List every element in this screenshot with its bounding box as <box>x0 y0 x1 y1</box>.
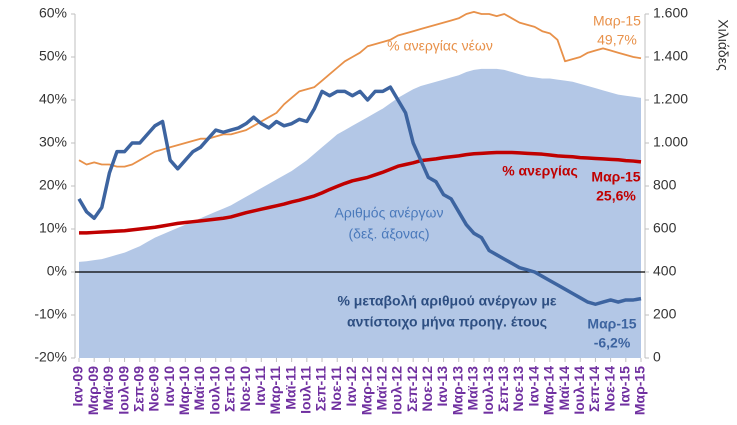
y2-tick-label: 1.200 <box>653 91 688 107</box>
end-label: Μαρ-15 <box>593 13 641 29</box>
x-tick-label: Σεπ-09 <box>130 366 146 412</box>
x-tick-label: Νοε-14 <box>601 366 617 412</box>
x-tick-label: Μαϊ-09 <box>100 366 116 411</box>
x-tick-label: Ιουλ-14 <box>571 366 587 415</box>
line <box>79 150 642 235</box>
end-label: 49,7% <box>597 32 637 48</box>
x-tick-label: Μαϊ-10 <box>191 366 207 411</box>
x-tick-label: Ιαν-10 <box>161 366 177 407</box>
x-tick-label: Σεπ-13 <box>495 366 511 412</box>
x-tick-label: Μαρ-10 <box>176 366 192 415</box>
y2-tick-label: 800 <box>653 177 677 193</box>
x-tick-label: Μαρ-15 <box>632 366 648 415</box>
y-tick-label: 0% <box>47 263 67 279</box>
y-tick-label: 60% <box>39 5 67 21</box>
x-tick-label: Ιουλ-09 <box>115 366 131 415</box>
x-tick-label: Νοε-11 <box>328 366 344 411</box>
y-tick-label: 40% <box>39 91 67 107</box>
y2-tick-label: 1.400 <box>653 48 688 64</box>
x-tick-label: Σεπ-14 <box>586 366 602 412</box>
series-label: % ανεργίας νέων <box>387 38 493 54</box>
line <box>77 85 642 306</box>
series-label: Αριθμός ανέργων <box>335 205 444 221</box>
area <box>79 68 641 358</box>
series-label: % μεταβολή αριθμού ανέργων με <box>337 293 556 309</box>
x-tick-label: Μαϊ-14 <box>556 366 572 411</box>
x-tick-label: Ιουλ-10 <box>206 366 222 415</box>
x-tick-label: Νοε-10 <box>237 366 253 412</box>
x-tick-label: Σεπ-10 <box>222 366 238 412</box>
y2-tick-label: 200 <box>653 306 677 322</box>
x-tick-label: Νοε-13 <box>510 366 526 412</box>
line <box>78 10 642 168</box>
x-tick-label: Ιαν-11 <box>252 366 268 406</box>
x-tick-label: Ιαν-12 <box>343 366 359 407</box>
x-tick-label: Μαρ-13 <box>449 366 465 415</box>
y2-tick-label: 1.000 <box>653 134 688 150</box>
y-tick-label: 20% <box>39 177 67 193</box>
end-label: -6,2% <box>594 335 631 351</box>
x-tick-label: Ιουλ-11 <box>298 366 314 414</box>
y2-tick-label: 1.600 <box>653 5 688 21</box>
x-tick-label: Σεπ-12 <box>404 366 420 412</box>
y2-tick-label: 400 <box>653 263 677 279</box>
end-label: Μαρ-15 <box>591 169 640 185</box>
x-tick-label: Ιουλ-12 <box>389 366 405 415</box>
y2-tick-label: 0 <box>653 349 661 365</box>
end-label: Μαρ-15 <box>587 316 636 332</box>
x-tick-label: Ιουλ-13 <box>480 366 496 415</box>
x-tick-label: Μαϊ-12 <box>373 366 389 411</box>
x-tick-label: Ιαν-14 <box>525 366 541 407</box>
y-tick-label: 10% <box>39 220 67 236</box>
series-label: αντίστοιχο μήνα προηγ. έτους <box>347 314 547 330</box>
series-label: % ανεργίας <box>502 163 578 179</box>
x-tick-label: Μαρ-09 <box>85 366 101 415</box>
x-tick-label: Μαϊ-11 <box>282 366 298 410</box>
series-label: (δεξ. άξονας) <box>348 226 429 242</box>
y-tick-label: -20% <box>34 349 67 365</box>
x-tick-label: Νοε-12 <box>419 366 435 412</box>
x-tick-label: Νοε-09 <box>146 366 162 412</box>
y-tick-label: 50% <box>39 48 67 64</box>
x-tick-label: Μαρ-12 <box>358 366 374 415</box>
y2-tick-label: 600 <box>653 220 677 236</box>
x-tick-label: Μαρ-11 <box>267 366 283 415</box>
x-tick-label: Ιαν-15 <box>617 366 633 407</box>
y-tick-label: -10% <box>34 306 67 322</box>
x-tick-label: Ιαν-09 <box>70 366 86 407</box>
x-tick-label: Μαϊ-13 <box>465 366 481 411</box>
y2-axis-title: Χιλιάδες <box>715 19 731 71</box>
x-tick-label: Σεπ-11 <box>313 366 329 411</box>
x-tick-label: Ιαν-13 <box>434 366 450 407</box>
end-label: 25,6% <box>596 188 636 204</box>
x-tick-label: Μαρ-14 <box>541 366 557 415</box>
y-tick-label: 30% <box>39 134 67 150</box>
